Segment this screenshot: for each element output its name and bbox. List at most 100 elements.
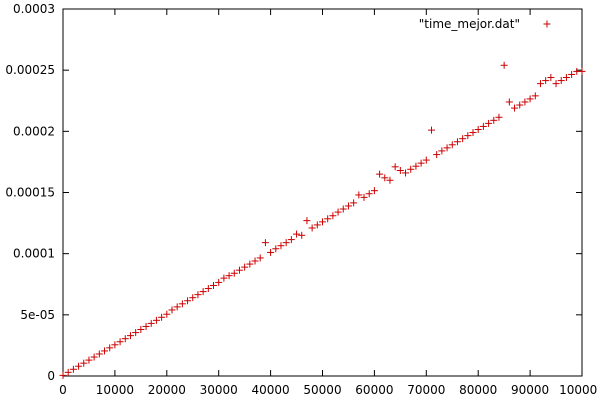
- x-tick-label: 50000: [303, 383, 341, 397]
- x-axis: 0 10000 20000 30000 40000 50000 60000 70000 8000…: [59, 9, 597, 397]
- data-point: [376, 170, 384, 178]
- data-point: [132, 329, 140, 337]
- data-point: [85, 356, 93, 364]
- data-point: [106, 344, 114, 352]
- x-tick-label: 30000: [200, 383, 238, 397]
- data-point: [220, 274, 228, 282]
- data-point: [225, 272, 233, 280]
- data-point: [474, 125, 482, 133]
- data-point: [365, 190, 373, 198]
- data-point: [204, 285, 212, 293]
- x-tick-label: 0: [59, 383, 67, 397]
- data-point: [267, 248, 275, 256]
- data-point: [241, 263, 249, 271]
- y-tick-label: 5e-05: [20, 308, 55, 322]
- data-point: [350, 199, 358, 207]
- data-point: [121, 335, 129, 343]
- data-point: [90, 353, 98, 361]
- y-tick-label: 0.0001: [13, 247, 55, 261]
- data-point: [194, 291, 202, 299]
- data-point: [381, 174, 389, 182]
- data-point: [215, 278, 223, 286]
- data-point: [407, 165, 415, 173]
- data-point: [184, 297, 192, 305]
- data-point: [469, 129, 477, 137]
- data-point: [531, 92, 539, 100]
- data-point: [521, 98, 529, 106]
- data-point: [443, 144, 451, 152]
- data-point: [562, 74, 570, 82]
- y-tick-label: 0.00025: [5, 63, 55, 77]
- data-point: [313, 221, 321, 229]
- data-point: [272, 245, 280, 253]
- legend-label: "time_mejor.dat": [419, 17, 520, 31]
- data-point: [95, 350, 103, 358]
- data-point: [526, 95, 534, 103]
- x-tick-label: 70000: [407, 383, 445, 397]
- x-tick-label: 20000: [148, 383, 186, 397]
- data-point: [163, 310, 171, 318]
- data-point: [287, 236, 295, 244]
- data-point: [116, 338, 124, 346]
- data-point: [69, 365, 77, 373]
- data-point: [542, 77, 550, 85]
- y-tick-label: 0.0003: [13, 2, 55, 16]
- data-point: [152, 316, 160, 324]
- data-point: [111, 341, 119, 349]
- data-point: [433, 151, 441, 159]
- legend-marker: [543, 20, 551, 28]
- data-point: [453, 138, 461, 146]
- data-point: [557, 77, 565, 85]
- data-point: [355, 191, 363, 199]
- data-point: [344, 202, 352, 210]
- data-point: [64, 368, 72, 376]
- data-point: [536, 80, 544, 88]
- data-point: [552, 80, 560, 88]
- data-point: [137, 326, 145, 334]
- data-point: [511, 104, 519, 112]
- data-point: [427, 126, 435, 134]
- data-point: [438, 147, 446, 155]
- data-point: [329, 212, 337, 220]
- data-point: [199, 288, 207, 296]
- data-point: [189, 294, 197, 302]
- data-point: [459, 135, 467, 143]
- data-point: [479, 122, 487, 130]
- data-point: [412, 162, 420, 170]
- data-point: [402, 169, 410, 177]
- data-point: [303, 217, 311, 225]
- data-point: [485, 119, 493, 127]
- data-point: [422, 156, 430, 164]
- data-point: [101, 347, 109, 355]
- data-point: [370, 187, 378, 195]
- data-point: [126, 332, 134, 340]
- data-point: [142, 322, 150, 330]
- data-point: [251, 257, 259, 265]
- data-point: [277, 242, 285, 250]
- data-point: [256, 254, 264, 262]
- data-point: [516, 101, 524, 109]
- data-point: [293, 230, 301, 238]
- y-tick-label: 0.0002: [13, 124, 55, 138]
- data-point: [500, 61, 508, 69]
- data-point: [334, 208, 342, 216]
- data-point: [282, 239, 290, 247]
- data-point: [80, 359, 88, 367]
- data-point: [391, 163, 399, 171]
- y-tick-label: 0.00015: [5, 186, 55, 200]
- data-point: [568, 70, 576, 78]
- data-point: [235, 266, 243, 274]
- data-point: [210, 281, 218, 289]
- legend: "time_mejor.dat": [419, 17, 551, 31]
- data-point: [360, 193, 368, 201]
- data-point: [547, 74, 555, 82]
- data-point: [147, 319, 155, 327]
- data-point: [158, 313, 166, 321]
- data-point: [319, 218, 326, 226]
- data-point: [308, 224, 316, 232]
- data-point: [386, 176, 394, 184]
- data-point: [246, 260, 254, 268]
- x-tick-label: 60000: [355, 383, 393, 397]
